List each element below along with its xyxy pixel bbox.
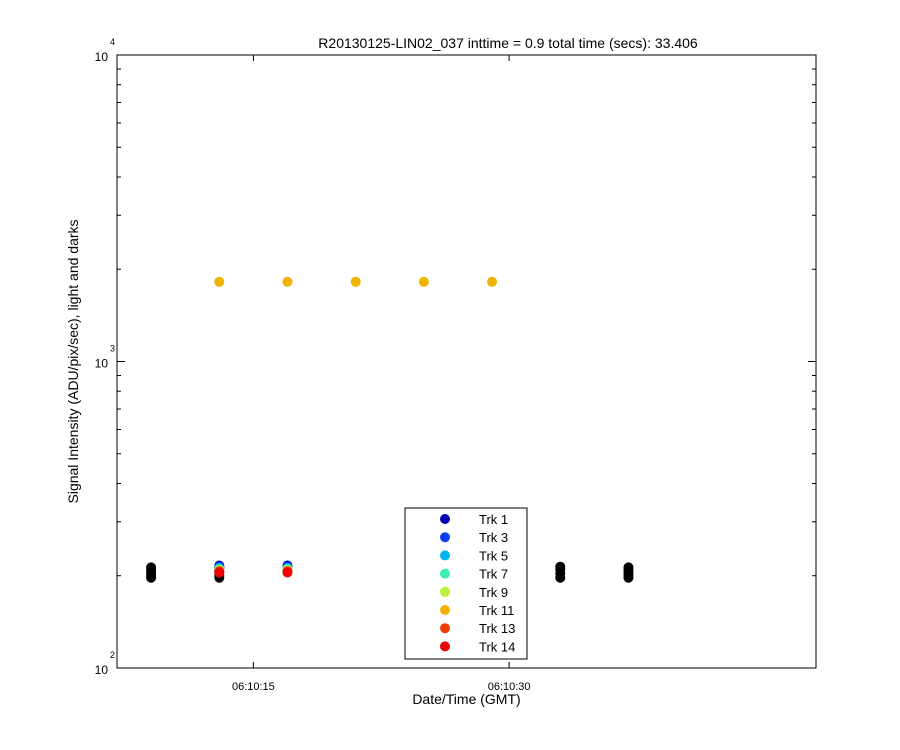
y-tick-label: 10	[95, 50, 109, 64]
y-tick-label: 10	[95, 357, 109, 371]
legend-marker	[440, 550, 450, 561]
dark-point	[555, 561, 566, 572]
legend	[404, 507, 528, 660]
y-tick-exponent: 4	[110, 37, 115, 47]
legend-label: Trk 3	[479, 530, 508, 545]
dark-point	[623, 562, 634, 573]
legend-marker	[440, 586, 450, 597]
legend-marker	[440, 514, 450, 524]
legend-label: Trk 14	[479, 639, 515, 654]
chart-title: R20130125-LIN02_037 inttime = 0.9 total …	[318, 35, 698, 51]
y-tick-exponent: 2	[110, 650, 115, 660]
legend-marker	[440, 623, 450, 634]
legend-label: Trk 1	[479, 512, 508, 527]
data-point	[418, 276, 429, 287]
y-tick-exponent: 3	[110, 344, 115, 354]
y-axis-label: Signal Intensity (ADU/pix/sec), light an…	[65, 219, 81, 503]
legend-marker	[440, 605, 450, 615]
data-point	[350, 276, 361, 287]
x-tick-label: 06:10:30	[488, 681, 531, 693]
x-tick-label: 06:10:15	[232, 681, 275, 693]
x-axis-label: Date/Time (GMT)	[412, 691, 520, 707]
data-point	[282, 276, 293, 287]
legend-marker	[440, 568, 450, 579]
data-point	[214, 276, 225, 287]
dark-point	[146, 562, 157, 573]
legend-label: Trk 5	[479, 548, 508, 563]
legend-marker	[440, 532, 450, 543]
y-tick-label: 10	[95, 663, 109, 677]
data-point	[282, 567, 293, 578]
legend-marker	[440, 641, 450, 652]
legend-label: Trk 11	[479, 603, 514, 618]
data-point	[487, 276, 498, 287]
legend-label: Trk 7	[479, 567, 508, 582]
data-point	[214, 567, 225, 578]
legend-label: Trk 9	[479, 585, 508, 600]
legend-label: Trk 13	[479, 621, 515, 636]
